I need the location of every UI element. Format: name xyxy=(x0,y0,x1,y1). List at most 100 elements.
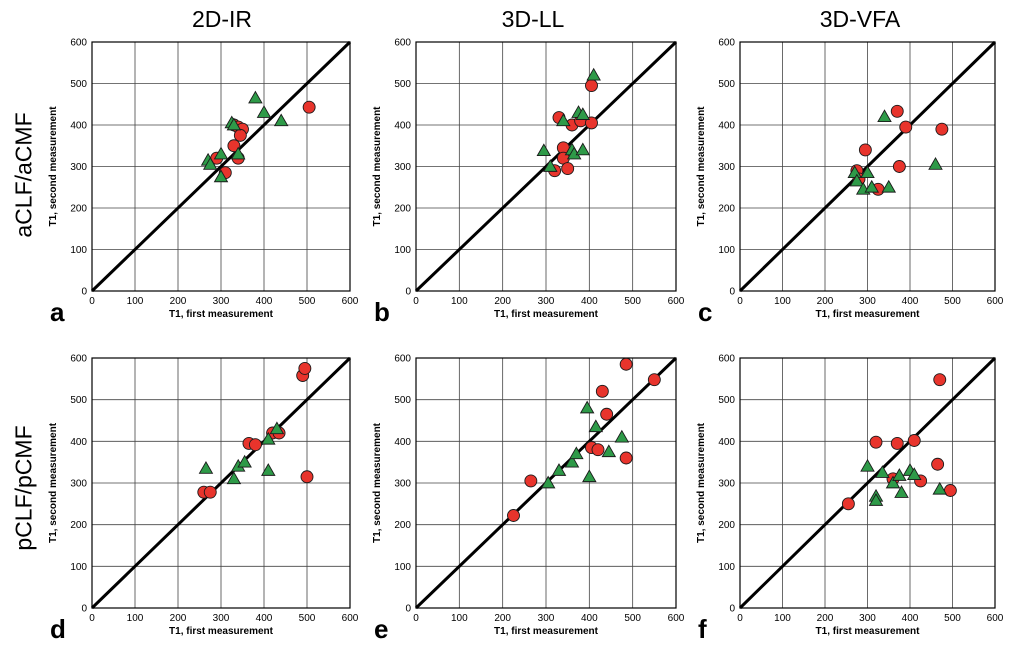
x-tick-label: 400 xyxy=(902,613,919,624)
y-tick-label: 500 xyxy=(394,395,411,406)
triangle-marker xyxy=(202,157,218,170)
x-axis-label: T1, first measurement xyxy=(816,626,921,637)
triangle-marker xyxy=(273,113,289,127)
y-tick-label: 0 xyxy=(729,287,735,298)
x-tick-label: 100 xyxy=(774,296,791,307)
y-tick-label: 300 xyxy=(718,479,735,490)
circle-marker xyxy=(890,104,904,118)
identity-line xyxy=(90,356,352,610)
triangle-marker xyxy=(564,454,580,468)
y-tick-label: 0 xyxy=(81,287,87,298)
triangle-marker xyxy=(536,143,552,157)
x-tick-label: 0 xyxy=(89,613,95,624)
circle-marker xyxy=(561,162,575,176)
plot-frame xyxy=(739,357,996,609)
scatter-panel-e: 0 100 200 300 400 500 600 0 100 200 300 400 500 600 T1… xyxy=(372,354,685,645)
x-tick-label: 200 xyxy=(494,296,511,307)
y-tick-label: 200 xyxy=(394,520,411,531)
y-tick-label: 100 xyxy=(718,245,735,256)
y-tick-label: 0 xyxy=(729,604,735,615)
triangle-marker xyxy=(551,463,567,476)
panel-label: c xyxy=(698,297,712,327)
y-axis-label: T1, second measurement xyxy=(696,422,707,543)
y-tick-label: 200 xyxy=(718,520,735,531)
panel-label: e xyxy=(374,614,388,644)
identity-line xyxy=(90,40,352,293)
x-tick-label: 400 xyxy=(581,296,598,307)
y-tick-label: 0 xyxy=(81,604,87,615)
circle-marker xyxy=(619,451,633,465)
triangle-marker xyxy=(586,67,601,81)
circle-marker xyxy=(899,120,913,134)
column-header-3d-ll: 3D-LL xyxy=(501,6,565,32)
circle-marker xyxy=(869,435,883,449)
y-tick-label: 0 xyxy=(405,604,411,615)
x-tick-label: 300 xyxy=(538,296,555,307)
circle-marker xyxy=(595,384,609,398)
y-tick-label: 400 xyxy=(718,437,735,448)
column-header-3d-vfa: 3D-VFA xyxy=(819,6,901,32)
triangle-marker xyxy=(860,165,875,179)
y-tick-label: 300 xyxy=(70,162,87,173)
y-tick-label: 200 xyxy=(70,204,87,215)
triangle-marker xyxy=(261,463,276,476)
x-tick-label: 600 xyxy=(668,296,685,307)
y-tick-label: 200 xyxy=(394,204,411,215)
triangle-marker xyxy=(860,458,875,472)
triangle-marker xyxy=(906,467,922,480)
y-tick-label: 500 xyxy=(70,79,87,90)
circle-marker xyxy=(858,143,872,157)
x-tick-label: 600 xyxy=(342,296,359,307)
x-tick-label: 600 xyxy=(987,296,1004,307)
circle-marker xyxy=(600,407,614,421)
scatter-panel-a: 0 100 200 300 400 500 600 0 100 200 300 400 500 600 T1… xyxy=(48,38,359,328)
y-tick-label: 300 xyxy=(394,162,411,173)
panel-label: b xyxy=(374,297,390,327)
x-tick-label: 100 xyxy=(127,296,144,307)
x-axis-label: T1, first measurement xyxy=(169,309,274,320)
x-tick-label: 300 xyxy=(213,296,230,307)
x-tick-label: 500 xyxy=(299,613,316,624)
y-tick-label: 500 xyxy=(718,395,735,406)
y-tick-label: 600 xyxy=(394,354,411,365)
x-tick-label: 100 xyxy=(451,613,468,624)
scatter-panel-b: 0 100 200 300 400 500 600 0 100 200 300 400 500 600 T1… xyxy=(372,38,685,328)
circle-marker xyxy=(933,373,947,387)
circle-marker xyxy=(203,485,217,499)
panel-label: f xyxy=(698,614,707,644)
triangle-marker xyxy=(575,142,591,156)
triangle-marker xyxy=(614,429,630,443)
y-tick-label: 600 xyxy=(718,38,735,49)
circle-marker xyxy=(935,122,949,136)
x-tick-label: 0 xyxy=(737,613,743,624)
x-tick-label: 0 xyxy=(89,296,95,307)
y-tick-label: 400 xyxy=(394,121,411,132)
y-tick-label: 200 xyxy=(70,520,87,531)
x-tick-label: 200 xyxy=(170,613,187,624)
y-axis-label: T1, second measurement xyxy=(48,106,59,227)
circle-marker xyxy=(943,484,957,497)
triangle-marker xyxy=(582,469,597,483)
x-tick-label: 400 xyxy=(256,613,273,624)
y-tick-label: 600 xyxy=(718,354,735,365)
x-tick-label: 0 xyxy=(413,613,419,624)
triangle-marker xyxy=(881,179,897,193)
plot-frame xyxy=(739,41,996,292)
triangle-marker xyxy=(868,493,884,506)
y-tick-label: 600 xyxy=(394,38,411,49)
identity-line xyxy=(738,356,997,610)
x-tick-label: 100 xyxy=(774,613,791,624)
y-tick-label: 100 xyxy=(70,245,87,256)
circle-marker xyxy=(298,361,312,375)
triangle-marker xyxy=(256,105,272,118)
triangle-marker xyxy=(588,419,604,433)
triangle-marker xyxy=(885,475,901,489)
y-tick-label: 300 xyxy=(394,479,411,490)
circle-marker xyxy=(233,128,247,142)
circle-marker xyxy=(890,436,904,450)
x-tick-label: 100 xyxy=(127,613,144,624)
triangle-marker xyxy=(261,431,276,445)
x-tick-label: 300 xyxy=(859,613,876,624)
identity-line xyxy=(414,40,678,293)
x-tick-label: 200 xyxy=(817,296,834,307)
